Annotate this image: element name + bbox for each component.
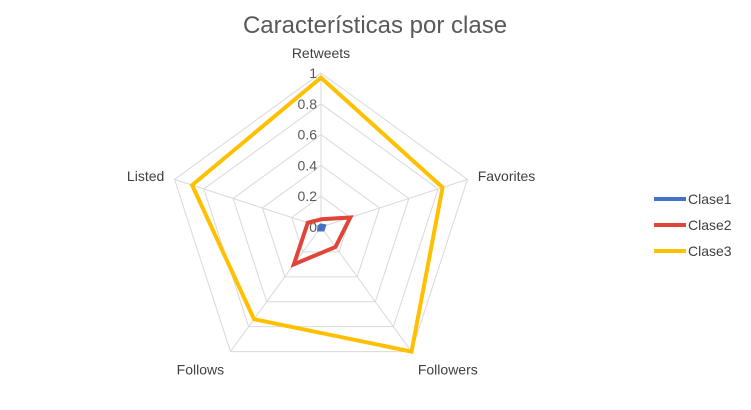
legend[interactable]: Clase1 Clase2 Clase3 (654, 191, 732, 259)
axis-label-followers: Followers (418, 361, 478, 377)
data-point-clase1 (323, 225, 325, 227)
legend-item-clase3[interactable]: Clase3 (654, 243, 732, 259)
axis-labels: Retweets Favorites Followers Follows Listed (127, 45, 535, 377)
data-point-clase2 (293, 263, 295, 265)
chart-title: Características por clase (243, 12, 507, 39)
data-point-clase3 (442, 187, 444, 189)
data-point-clase1 (322, 228, 324, 230)
tick-label: 0 (309, 219, 317, 235)
tick-label: 0.4 (298, 157, 318, 173)
grid-spoke (230, 226, 322, 352)
data-point-clase2 (320, 218, 322, 220)
series-line-clase1 (316, 223, 327, 232)
grid-ring (203, 103, 439, 328)
series-line-clase3 (189, 74, 445, 354)
axis-label-listed: Listed (127, 168, 164, 184)
radar-grid (173, 72, 469, 353)
radial-tick-labels: 0 0.2 0.4 0.6 0.8 1 (298, 65, 318, 235)
series-group (189, 74, 445, 354)
grid-ring (232, 133, 410, 303)
data-point-clase3 (320, 77, 322, 79)
data-point-clase3 (191, 184, 193, 186)
series-line-clase2 (290, 215, 354, 268)
legend-label: Clase1 (688, 191, 732, 207)
legend-label: Clase3 (688, 243, 732, 259)
grid-spoke (174, 178, 322, 228)
grid-ring (261, 164, 381, 278)
tick-label: 1 (309, 65, 317, 81)
data-point-clase1 (318, 228, 320, 230)
legend-item-clase2[interactable]: Clase2 (654, 217, 732, 233)
axis-label-favorites: Favorites (478, 168, 536, 184)
tick-label: 0.6 (298, 127, 318, 143)
axis-label-follows: Follows (177, 361, 224, 377)
axis-label-retweets: Retweets (292, 45, 350, 61)
data-point-clase2 (349, 216, 351, 218)
legend-item-clase1[interactable]: Clase1 (654, 191, 732, 207)
tick-label: 0.8 (298, 96, 318, 112)
data-point-clase1 (320, 224, 322, 226)
tick-label: 0.2 (298, 188, 318, 204)
data-point-clase2 (307, 222, 309, 224)
data-point-clase1 (319, 226, 321, 228)
data-point-clase2 (334, 246, 336, 248)
data-point-clase3 (411, 351, 413, 353)
grid-ring (173, 72, 469, 353)
legend-label: Clase2 (688, 217, 732, 233)
data-point-clase3 (253, 318, 255, 320)
